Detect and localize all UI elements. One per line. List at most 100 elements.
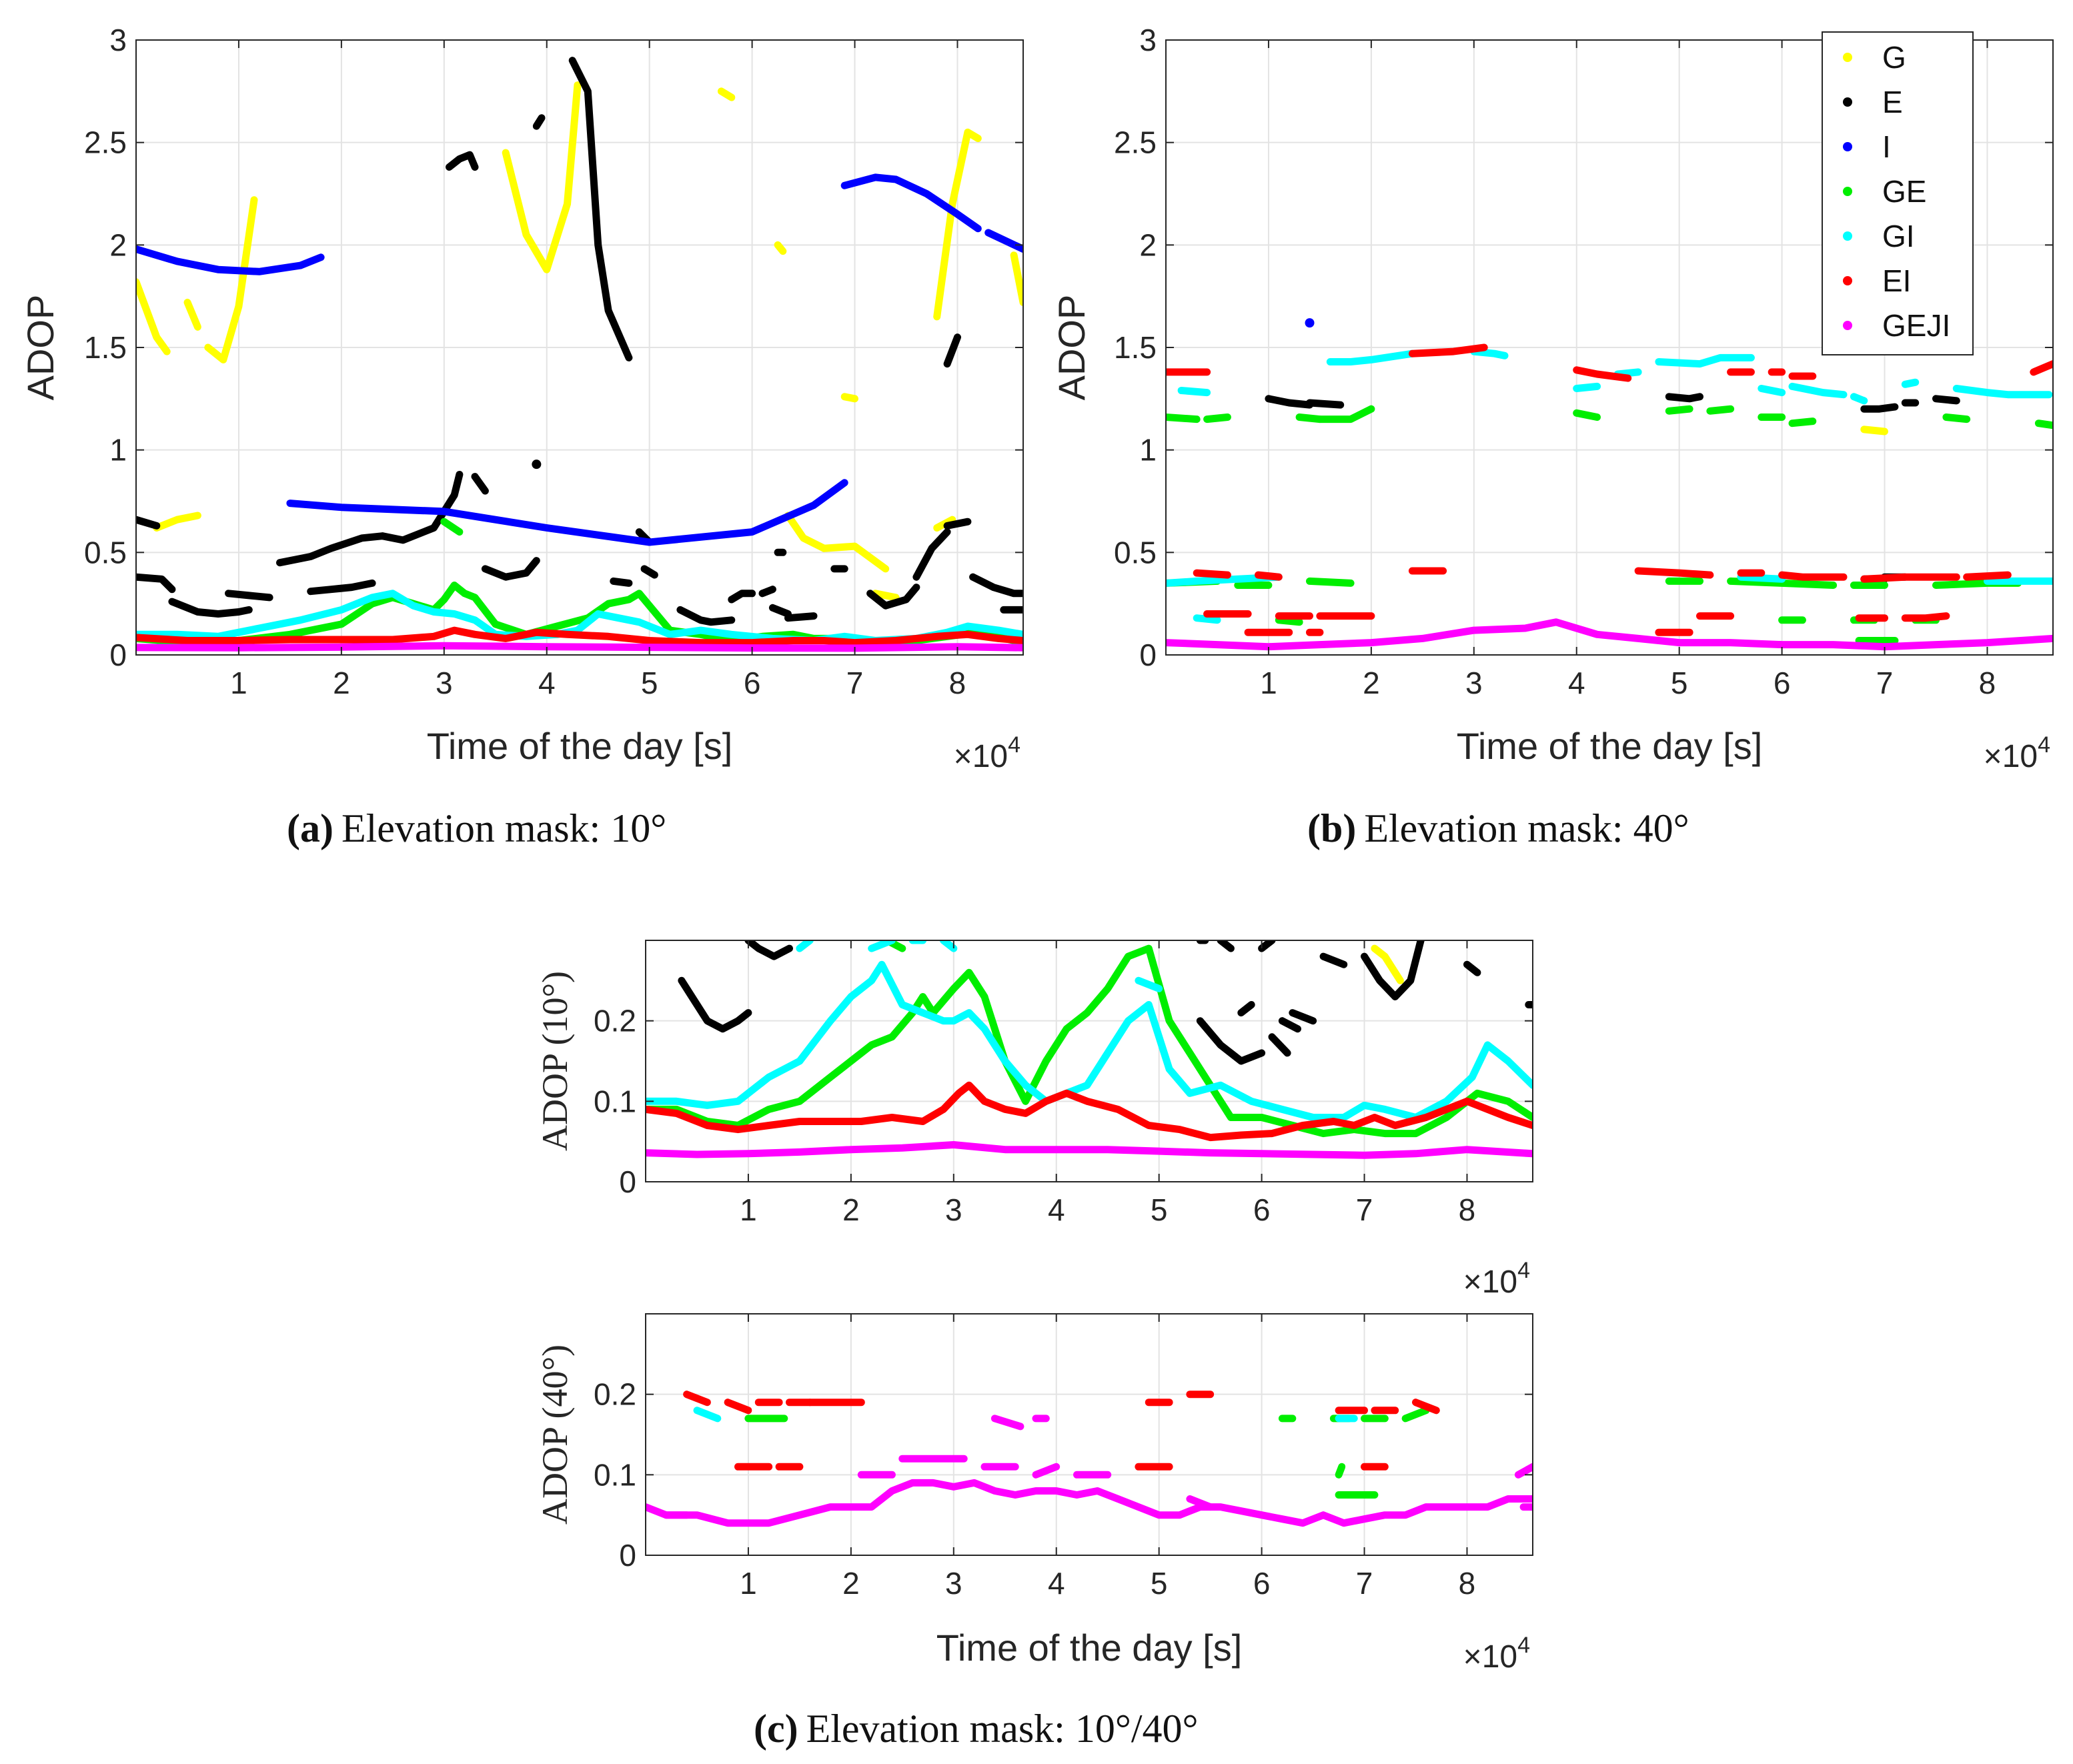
y-tick-label: 2.5 <box>1114 125 1157 160</box>
series-EI-segment <box>724 1399 752 1415</box>
series-E-segment <box>446 151 479 171</box>
series-EI-segment <box>683 1391 711 1407</box>
x-tick-label: 5 <box>1151 1566 1168 1601</box>
x-tick-label: 8 <box>1979 666 1996 700</box>
series-E-segment <box>1278 1017 1301 1033</box>
x-tick-label: 6 <box>744 666 761 700</box>
series-E-segment <box>969 573 1023 598</box>
series-GE-segment <box>1203 413 1231 423</box>
series-EI-segment <box>1634 567 1714 579</box>
y-tick-label: 0.2 <box>594 1377 636 1412</box>
x-tick-label: 2 <box>842 1566 860 1601</box>
series-E-segment <box>678 976 752 1033</box>
panel-c-bottom-chart: 1 2 3 4 5 6 7 8 0 0.1 0.2 ADOP (40°) Time of the day… <box>535 1313 1533 1675</box>
x-tick-label: 4 <box>538 666 556 700</box>
legend-marker-GEJI <box>1843 321 1852 330</box>
series-E-segment <box>1306 399 1345 409</box>
series-G-segment <box>933 128 982 321</box>
series-G-segment <box>784 512 828 552</box>
series-EI-segment <box>136 626 1023 647</box>
series-GE-segment <box>1788 417 1817 427</box>
caption-a-tag: (a) <box>287 806 333 850</box>
series-E-segment <box>1265 395 1313 409</box>
caption-c: (c) Elevation mask: 10°/40° <box>754 1707 1199 1751</box>
y-tick-label: 3 <box>1139 23 1157 57</box>
x-tick-label: 8 <box>1459 1192 1476 1227</box>
series-G-segment <box>502 81 582 273</box>
y-tick-label: 1.5 <box>84 330 127 365</box>
legend-marker-G <box>1843 53 1852 62</box>
x-tick-label: 1 <box>230 666 247 700</box>
series-EI-segment <box>646 1081 1533 1142</box>
series-E-segment <box>225 590 273 602</box>
series-E-segment <box>532 114 546 130</box>
series-G-segment <box>774 241 787 255</box>
series-group <box>136 57 1023 652</box>
x-tick-label: 2 <box>333 666 350 700</box>
y-tick-label: 2 <box>109 227 127 262</box>
series-GI-segment <box>1737 573 1786 583</box>
y-tick-label: 3 <box>109 23 127 57</box>
series-I-segment <box>136 245 325 275</box>
series-G-segment <box>820 542 890 573</box>
series-G-segment <box>153 512 201 532</box>
series-E-segment <box>676 606 736 626</box>
series-G-segment <box>1860 425 1888 435</box>
series-E-segment <box>136 573 176 594</box>
series-group <box>1166 318 2053 651</box>
series-I-point <box>1305 318 1315 328</box>
y-tick-label: 0.1 <box>594 1457 636 1492</box>
series-EI-segment <box>1901 612 1950 622</box>
series-E-segment <box>866 584 920 610</box>
legend-marker-GE <box>1843 187 1852 196</box>
series-GI-segment <box>1177 387 1211 397</box>
series-GI-segment <box>1655 353 1755 368</box>
series-GE-segment <box>1665 405 1693 415</box>
series-GI-segment <box>939 940 958 952</box>
series-EI-segment <box>1860 573 1960 583</box>
series-GE-segment <box>440 518 464 536</box>
series-E-segment <box>568 57 633 361</box>
series-E-segment <box>1361 940 1425 1000</box>
series-E-segment <box>307 579 376 596</box>
series-E-segment <box>1463 960 1481 976</box>
series-EI-segment <box>1573 366 1632 382</box>
multiplier-exponent: 4 <box>1517 1258 1530 1283</box>
y-tick-label: 1 <box>1139 433 1157 468</box>
caption-b: (b) Elevation mask: 40° <box>1307 806 1689 850</box>
series-GE-segment <box>2034 419 2053 429</box>
x-tick-label: 5 <box>641 666 658 700</box>
x-tick-label: 3 <box>1465 666 1483 700</box>
series-GI-segment <box>1470 347 1509 359</box>
series-E-segment <box>768 604 792 618</box>
x-tick-label: 4 <box>1048 1192 1065 1227</box>
y-tick-label: 1 <box>109 433 127 468</box>
legend-marker-GI <box>1843 231 1852 241</box>
x-axis-multiplier: ×104 <box>1984 732 2050 774</box>
series-EI-segment <box>2030 360 2053 376</box>
series-E-segment <box>758 586 776 598</box>
series-E-segment <box>1932 395 1960 405</box>
x-axis-label: Time of the day [s] <box>936 1627 1243 1669</box>
multiplier-base: ×10 <box>954 739 1008 774</box>
series-E-segment <box>610 577 633 587</box>
legend-marker-EI <box>1843 276 1852 285</box>
y-axis-label: ADOP <box>19 295 61 401</box>
series-E-segment <box>1196 1017 1266 1065</box>
series-GEJI-segment <box>1032 1463 1061 1479</box>
series-EI-segment <box>1412 1399 1440 1415</box>
series-GI-segment <box>1850 393 1868 405</box>
x-tick-label: 5 <box>1151 1192 1168 1227</box>
x-tick-label: 4 <box>1048 1566 1065 1601</box>
series-GE-segment <box>1275 616 1303 626</box>
series-EI-segment <box>1963 571 2012 581</box>
y-tick-label: 0.1 <box>594 1084 636 1118</box>
series-group <box>646 940 1533 1159</box>
x-axis-label: Time of the day [s] <box>1457 725 1763 767</box>
series-E-point <box>532 460 542 470</box>
series-G-segment <box>871 590 900 602</box>
axes-frame <box>645 1313 1533 1556</box>
x-tick-label: 7 <box>1356 1566 1373 1601</box>
y-axis-label: ADOP (10°) <box>535 971 575 1151</box>
